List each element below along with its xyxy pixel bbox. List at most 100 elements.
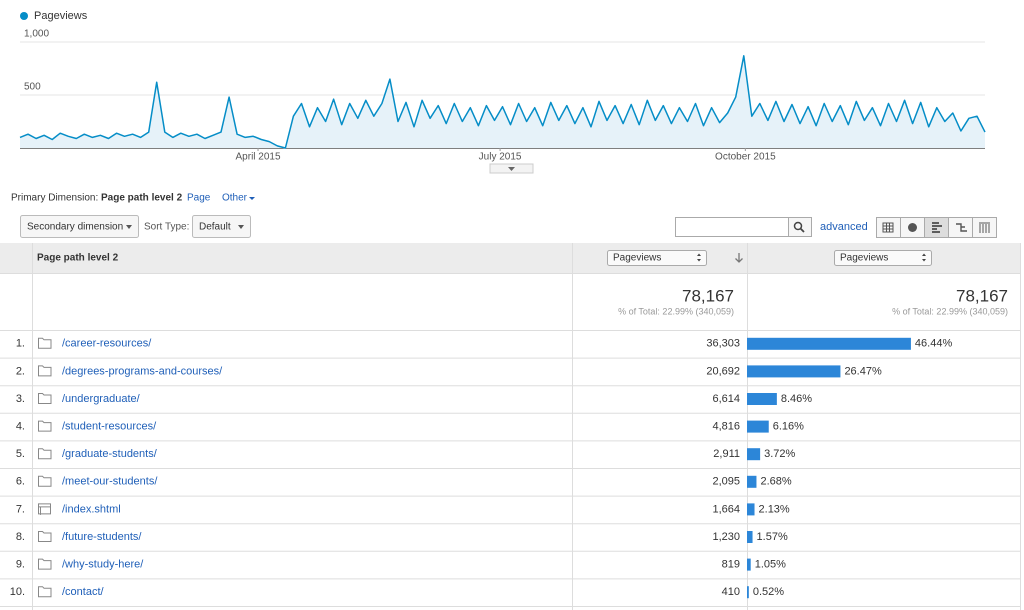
sort-label: Sort Type:: [144, 222, 189, 233]
view-percentage[interactable]: [924, 217, 949, 238]
percent-bar: [747, 503, 755, 516]
dropdown-arrow: [249, 197, 255, 200]
dropdown-arrow: [238, 225, 244, 229]
folder-icon: [38, 337, 52, 349]
percent-bar: [747, 420, 769, 433]
pageviews: 20,692: [706, 365, 740, 377]
pageviews: 1,664: [712, 503, 740, 515]
metric-selector[interactable]: [607, 250, 707, 266]
percent-label: 2.13%: [759, 503, 790, 515]
pageviews: 819: [722, 559, 740, 571]
row-rank: 9.: [16, 559, 25, 571]
sort-arrow[interactable]: [735, 253, 743, 263]
row-rank: 5.: [16, 448, 25, 460]
line: [19, 55, 986, 149]
total-value: 78,167: [682, 286, 734, 305]
metric-selector[interactable]: [834, 250, 932, 266]
page-path[interactable]: /career-resources/: [62, 338, 152, 350]
row-rank: 8.: [16, 531, 25, 543]
pageviews: 2,095: [712, 476, 740, 488]
folder-icon: [38, 420, 52, 432]
primary-label: Primary Dimension:: [11, 193, 98, 204]
view-toggles: [876, 217, 997, 238]
secondary-dimension-label: Secondary dimension: [27, 222, 123, 233]
pageviews: 36,303: [706, 338, 740, 350]
row-rank: 10.: [10, 586, 25, 598]
percent-label: 8.46%: [781, 393, 812, 405]
icon: [932, 222, 942, 233]
row-rank: 7.: [16, 503, 25, 515]
advanced-link[interactable]: advanced: [820, 221, 868, 233]
icon: [908, 223, 917, 232]
column-header: Page path level 2: [37, 253, 119, 264]
secondary-dimension-button[interactable]: [20, 215, 139, 238]
sort-value: Default: [199, 222, 231, 233]
percent-label: 26.47%: [844, 365, 882, 377]
row-rank: 2.: [16, 365, 25, 377]
percent-label: 0.52%: [753, 586, 784, 598]
folder-icon: [38, 531, 52, 542]
search-icon: [799, 227, 805, 233]
page-path[interactable]: /student-resources/: [62, 421, 157, 433]
pageviews: 6,614: [712, 393, 740, 405]
total-note: % of Total: 22.99% (340,059): [618, 306, 734, 316]
y-tick-label: 500: [24, 82, 41, 93]
column-header: Pageviews: [840, 253, 888, 264]
icon: [979, 222, 990, 233]
page-path[interactable]: /future-students/: [62, 531, 142, 543]
page-path[interactable]: /graduate-students/: [62, 448, 158, 460]
percent-bar: [747, 448, 761, 461]
row-rank: 3.: [16, 393, 25, 405]
column-header: Pageviews: [613, 253, 661, 264]
sort-type-button[interactable]: [192, 215, 251, 238]
view-pivot[interactable]: [972, 217, 997, 238]
y-tick-label: 1,000: [24, 29, 49, 40]
page-path[interactable]: /meet-our-students/: [62, 476, 158, 488]
pageviews: 4,816: [712, 421, 740, 433]
select-arrows: [922, 253, 926, 262]
folder-icon: [38, 558, 52, 570]
x-tick-label: July 2015: [479, 152, 522, 163]
folder-icon: [38, 586, 52, 598]
pageviews: 410: [722, 586, 740, 598]
search-input[interactable]: [675, 217, 789, 237]
pageviews: 2,911: [713, 448, 740, 460]
percent-bar: [747, 337, 911, 350]
icon: [882, 222, 894, 233]
percent-label: 2.68%: [760, 476, 791, 488]
percent-label: 1.05%: [755, 559, 786, 571]
percent-bar: [747, 393, 777, 405]
dimension-option[interactable]: Other: [222, 193, 248, 204]
legend-dot: [20, 12, 28, 20]
x-tick-label: April 2015: [236, 152, 281, 163]
percent-bar: [747, 558, 751, 571]
page-path[interactable]: /undergraduate/: [62, 393, 141, 405]
page-path[interactable]: /why-study-here/: [62, 559, 144, 571]
icon: [956, 223, 967, 232]
row-rank: 1.: [16, 338, 25, 350]
row-rank: 6.: [16, 476, 25, 488]
folder-icon: [38, 475, 52, 487]
page-path[interactable]: /degrees-programs-and-courses/: [62, 365, 223, 377]
search-button[interactable]: [788, 217, 812, 237]
total-note: % of Total: 22.99% (340,059): [892, 306, 1008, 316]
row-rank: 4.: [16, 421, 25, 433]
folder-icon: [38, 365, 52, 377]
dimension-option[interactable]: Page: [187, 193, 211, 204]
page-path[interactable]: /index.shtml: [62, 503, 121, 515]
collapse-arrow: [508, 167, 515, 171]
search-icon: [793, 221, 803, 231]
percent-label: 3.72%: [764, 448, 795, 460]
folder-icon: [38, 448, 52, 460]
dropdown-arrow: [126, 225, 132, 229]
pageviews: 1,230: [712, 531, 740, 543]
area: [20, 55, 985, 148]
percent-bar: [747, 475, 757, 488]
select-arrows: [697, 253, 701, 262]
page-path[interactable]: /contact/: [62, 586, 105, 598]
view-table[interactable]: [876, 217, 901, 238]
x-tick-label: October 2015: [715, 152, 776, 163]
percent-label: 1.57%: [757, 531, 788, 543]
page-icon: [38, 503, 51, 515]
